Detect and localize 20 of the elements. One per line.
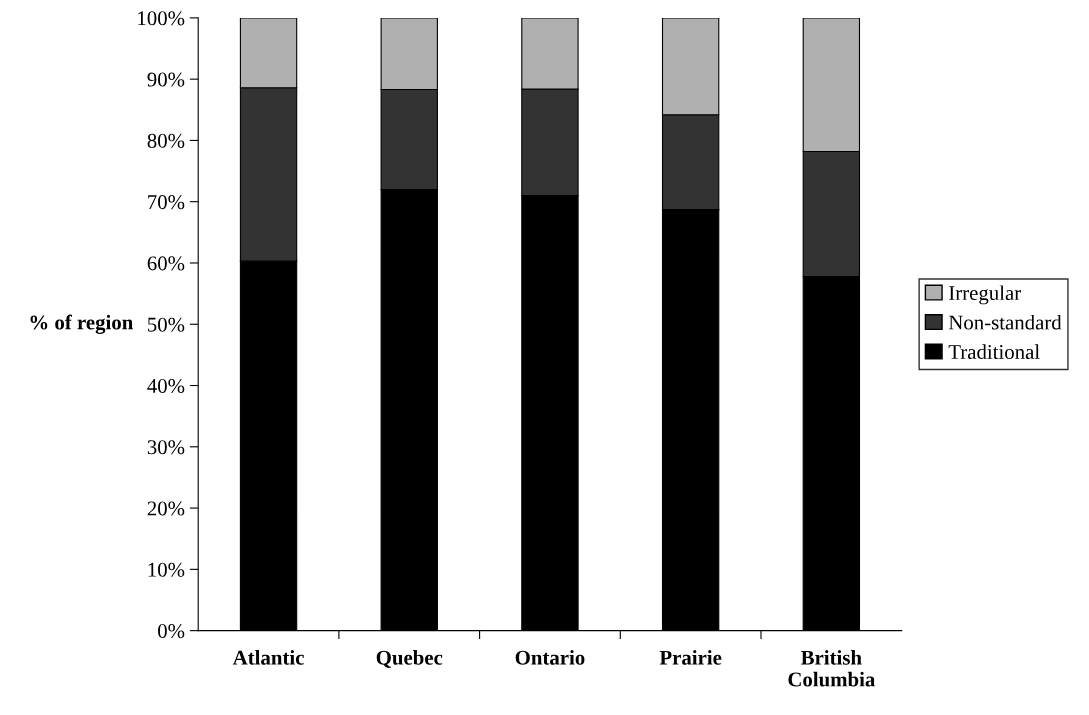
y-axis-title: % of region	[30, 314, 133, 334]
y-tick-label: 30%	[147, 440, 185, 455]
x-tick-label: British Columbia	[788, 650, 876, 687]
x-tick-label: Prairie	[659, 650, 722, 665]
x-tick-label: Ontario	[515, 650, 585, 665]
legend-label: Non-standard	[948, 314, 1062, 330]
x-tick-label: Quebec	[376, 650, 443, 668]
y-tick-label: 60%	[147, 256, 185, 271]
x-tick-label: Atlantic	[232, 650, 304, 665]
y-tick-label: 90%	[147, 72, 185, 87]
y-tick-label: 80%	[147, 133, 185, 148]
y-tick-label: 40%	[147, 378, 185, 394]
y-tick-label: 100%	[138, 11, 185, 26]
y-tick-label: 50%	[148, 317, 185, 332]
legend-label: Traditional	[948, 344, 1040, 359]
y-tick-label: 70%	[148, 195, 185, 210]
y-tick-label: 0%	[158, 624, 185, 639]
legend-label: Irregular	[949, 285, 1021, 305]
y-tick-label: 10%	[148, 562, 185, 577]
y-tick-label: 20%	[147, 501, 185, 516]
